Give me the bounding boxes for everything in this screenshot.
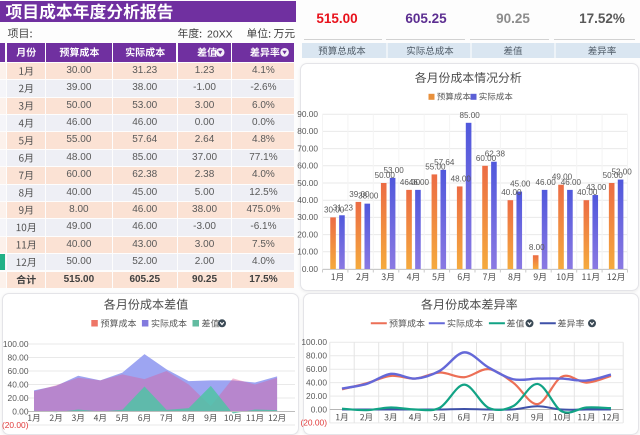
svg-text:0.00: 0.00	[12, 406, 29, 416]
svg-text:60.00: 60.00	[306, 364, 327, 374]
svg-text:40.00: 40.00	[306, 377, 327, 387]
svg-text:60.00: 60.00	[297, 161, 318, 171]
svg-text:52.00: 52.00	[611, 168, 632, 177]
svg-text:50.00: 50.00	[297, 178, 318, 188]
svg-text:43.00: 43.00	[586, 183, 607, 192]
svg-text:(20.00): (20.00)	[300, 418, 327, 428]
svg-text:31.23: 31.23	[333, 203, 354, 212]
svg-text:0.00: 0.00	[302, 264, 319, 274]
svg-text:39.00: 39.00	[349, 190, 370, 199]
svg-text:53.00: 53.00	[383, 166, 404, 175]
svg-text:48.00: 48.00	[451, 174, 472, 183]
svg-text:70.00: 70.00	[297, 143, 318, 153]
svg-text:49.00: 49.00	[552, 173, 573, 182]
svg-text:45.00: 45.00	[510, 180, 531, 189]
svg-text:85.00: 85.00	[459, 111, 480, 120]
svg-text:60.00: 60.00	[476, 154, 497, 163]
svg-text:40.00: 40.00	[501, 188, 522, 197]
svg-text:46.00: 46.00	[409, 178, 430, 187]
svg-text:100.00: 100.00	[301, 337, 327, 347]
svg-text:57.64: 57.64	[434, 158, 455, 167]
svg-text:20.00: 20.00	[306, 391, 327, 401]
svg-text:(20.00): (20.00)	[2, 420, 29, 430]
svg-text:50.00: 50.00	[603, 171, 624, 180]
svg-text:80.00: 80.00	[306, 351, 327, 361]
svg-text:60.00: 60.00	[8, 366, 29, 376]
svg-text:30.00: 30.00	[297, 212, 318, 222]
svg-text:55.00: 55.00	[425, 162, 446, 171]
svg-text:30.00: 30.00	[324, 205, 345, 214]
svg-text:20XX: 20XX	[207, 28, 233, 40]
svg-text:46.00: 46.00	[561, 178, 582, 187]
svg-text:40.00: 40.00	[577, 188, 598, 197]
svg-text:40.00: 40.00	[8, 379, 29, 389]
svg-text:0.00: 0.00	[311, 404, 328, 414]
svg-text:100.00: 100.00	[3, 339, 29, 349]
svg-text:50.00: 50.00	[375, 171, 396, 180]
svg-text:10.00: 10.00	[297, 247, 318, 257]
svg-text:80.00: 80.00	[297, 126, 318, 136]
svg-text:38.00: 38.00	[358, 192, 379, 201]
svg-text:90.00: 90.00	[297, 109, 318, 119]
svg-text:46.00: 46.00	[535, 178, 556, 187]
svg-text:20.00: 20.00	[8, 393, 29, 403]
svg-text:46.00: 46.00	[400, 178, 421, 187]
svg-text:80.00: 80.00	[8, 352, 29, 362]
svg-text:62.38: 62.38	[485, 150, 506, 159]
svg-text:20.00: 20.00	[297, 229, 318, 239]
svg-text:40.00: 40.00	[297, 195, 318, 205]
svg-text:8.00: 8.00	[529, 243, 545, 252]
